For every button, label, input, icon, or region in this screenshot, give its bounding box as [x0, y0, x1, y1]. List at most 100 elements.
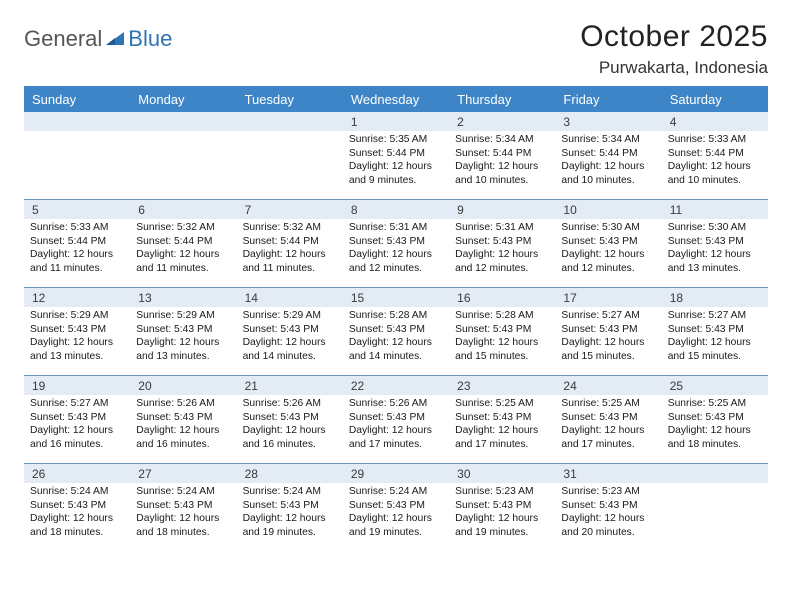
day-cell: [24, 131, 130, 199]
day-cell: Sunrise: 5:32 AM Sunset: 5:44 PM Dayligh…: [237, 219, 343, 287]
day-cell: Sunrise: 5:34 AM Sunset: 5:44 PM Dayligh…: [449, 131, 555, 199]
day-number: 2: [449, 112, 555, 131]
day-number: [130, 112, 236, 131]
day-cells-row: Sunrise: 5:24 AM Sunset: 5:43 PM Dayligh…: [24, 483, 768, 551]
day-number: 7: [237, 200, 343, 219]
day-cell: Sunrise: 5:25 AM Sunset: 5:43 PM Dayligh…: [555, 395, 661, 463]
day-cell: Sunrise: 5:31 AM Sunset: 5:43 PM Dayligh…: [343, 219, 449, 287]
day-number: 23: [449, 376, 555, 395]
month-title: October 2025: [580, 20, 768, 54]
day-cell: Sunrise: 5:25 AM Sunset: 5:43 PM Dayligh…: [449, 395, 555, 463]
day-cell: Sunrise: 5:24 AM Sunset: 5:43 PM Dayligh…: [343, 483, 449, 551]
day-cell: Sunrise: 5:27 AM Sunset: 5:43 PM Dayligh…: [555, 307, 661, 375]
day-number: 8: [343, 200, 449, 219]
day-cell: Sunrise: 5:35 AM Sunset: 5:44 PM Dayligh…: [343, 131, 449, 199]
day-cell: Sunrise: 5:23 AM Sunset: 5:43 PM Dayligh…: [555, 483, 661, 551]
day-header: Friday: [555, 86, 661, 112]
calendar-week: 19202122232425Sunrise: 5:27 AM Sunset: 5…: [24, 376, 768, 464]
day-cell: Sunrise: 5:24 AM Sunset: 5:43 PM Dayligh…: [130, 483, 236, 551]
location-label: Purwakarta, Indonesia: [580, 58, 768, 78]
day-number: 5: [24, 200, 130, 219]
daynum-row: 12131415161718: [24, 288, 768, 307]
day-cell: Sunrise: 5:24 AM Sunset: 5:43 PM Dayligh…: [237, 483, 343, 551]
daynum-row: 262728293031: [24, 464, 768, 483]
day-cell: Sunrise: 5:29 AM Sunset: 5:43 PM Dayligh…: [24, 307, 130, 375]
day-number: 9: [449, 200, 555, 219]
calendar-page: General Blue October 2025 Purwakarta, In…: [0, 0, 792, 563]
day-cells-row: Sunrise: 5:27 AM Sunset: 5:43 PM Dayligh…: [24, 395, 768, 464]
calendar-week: 567891011Sunrise: 5:33 AM Sunset: 5:44 P…: [24, 200, 768, 288]
day-header: Sunday: [24, 86, 130, 112]
day-cell: Sunrise: 5:25 AM Sunset: 5:43 PM Dayligh…: [662, 395, 768, 463]
day-number: 19: [24, 376, 130, 395]
day-cell: Sunrise: 5:24 AM Sunset: 5:43 PM Dayligh…: [24, 483, 130, 551]
brand-text-1: General: [24, 26, 102, 52]
brand-logo: General Blue: [24, 26, 172, 52]
day-cell: Sunrise: 5:29 AM Sunset: 5:43 PM Dayligh…: [237, 307, 343, 375]
day-number: 3: [555, 112, 661, 131]
day-number: 13: [130, 288, 236, 307]
day-number: 22: [343, 376, 449, 395]
day-cell: [237, 131, 343, 199]
calendar-body: 1234Sunrise: 5:35 AM Sunset: 5:44 PM Day…: [24, 112, 768, 551]
day-number: 15: [343, 288, 449, 307]
day-number: 6: [130, 200, 236, 219]
day-number: 1: [343, 112, 449, 131]
day-cell: Sunrise: 5:33 AM Sunset: 5:44 PM Dayligh…: [24, 219, 130, 287]
day-cell: Sunrise: 5:26 AM Sunset: 5:43 PM Dayligh…: [343, 395, 449, 463]
day-header: Tuesday: [237, 86, 343, 112]
day-number: 24: [555, 376, 661, 395]
calendar-table: SundayMondayTuesdayWednesdayThursdayFrid…: [24, 86, 768, 551]
day-cells-row: Sunrise: 5:33 AM Sunset: 5:44 PM Dayligh…: [24, 219, 768, 288]
day-header: Monday: [130, 86, 236, 112]
day-cells-row: Sunrise: 5:29 AM Sunset: 5:43 PM Dayligh…: [24, 307, 768, 376]
calendar-week: 262728293031Sunrise: 5:24 AM Sunset: 5:4…: [24, 464, 768, 551]
sail-icon: [104, 30, 126, 48]
day-number: [237, 112, 343, 131]
calendar-week: 1234Sunrise: 5:35 AM Sunset: 5:44 PM Day…: [24, 112, 768, 200]
day-cells-row: Sunrise: 5:35 AM Sunset: 5:44 PM Dayligh…: [24, 131, 768, 200]
day-number: 27: [130, 464, 236, 483]
calendar-week: 12131415161718Sunrise: 5:29 AM Sunset: 5…: [24, 288, 768, 376]
day-cell: Sunrise: 5:28 AM Sunset: 5:43 PM Dayligh…: [449, 307, 555, 375]
day-number: 26: [24, 464, 130, 483]
day-number: 28: [237, 464, 343, 483]
calendar-header-row: SundayMondayTuesdayWednesdayThursdayFrid…: [24, 86, 768, 112]
day-cell: Sunrise: 5:34 AM Sunset: 5:44 PM Dayligh…: [555, 131, 661, 199]
day-number: 18: [662, 288, 768, 307]
day-cell: Sunrise: 5:28 AM Sunset: 5:43 PM Dayligh…: [343, 307, 449, 375]
day-cell: [130, 131, 236, 199]
daynum-row: 1234: [24, 112, 768, 131]
title-block: October 2025 Purwakarta, Indonesia: [580, 20, 768, 78]
day-number: 25: [662, 376, 768, 395]
day-number: 10: [555, 200, 661, 219]
day-header: Saturday: [662, 86, 768, 112]
day-number: 12: [24, 288, 130, 307]
day-number: 21: [237, 376, 343, 395]
topbar: General Blue October 2025 Purwakarta, In…: [24, 20, 768, 78]
day-cell: Sunrise: 5:27 AM Sunset: 5:43 PM Dayligh…: [662, 307, 768, 375]
day-number: [662, 464, 768, 483]
day-number: 30: [449, 464, 555, 483]
day-cell: [662, 483, 768, 551]
day-number: 14: [237, 288, 343, 307]
day-number: 11: [662, 200, 768, 219]
day-number: [24, 112, 130, 131]
day-cell: Sunrise: 5:29 AM Sunset: 5:43 PM Dayligh…: [130, 307, 236, 375]
day-number: 20: [130, 376, 236, 395]
daynum-row: 567891011: [24, 200, 768, 219]
brand-text-2: Blue: [128, 26, 172, 52]
day-cell: Sunrise: 5:31 AM Sunset: 5:43 PM Dayligh…: [449, 219, 555, 287]
day-cell: Sunrise: 5:30 AM Sunset: 5:43 PM Dayligh…: [555, 219, 661, 287]
day-cell: Sunrise: 5:26 AM Sunset: 5:43 PM Dayligh…: [130, 395, 236, 463]
day-header: Wednesday: [343, 86, 449, 112]
daynum-row: 19202122232425: [24, 376, 768, 395]
day-header: Thursday: [449, 86, 555, 112]
day-cell: Sunrise: 5:27 AM Sunset: 5:43 PM Dayligh…: [24, 395, 130, 463]
day-cell: Sunrise: 5:32 AM Sunset: 5:44 PM Dayligh…: [130, 219, 236, 287]
day-number: 16: [449, 288, 555, 307]
day-cell: Sunrise: 5:33 AM Sunset: 5:44 PM Dayligh…: [662, 131, 768, 199]
day-number: 17: [555, 288, 661, 307]
day-cell: Sunrise: 5:26 AM Sunset: 5:43 PM Dayligh…: [237, 395, 343, 463]
day-number: 31: [555, 464, 661, 483]
